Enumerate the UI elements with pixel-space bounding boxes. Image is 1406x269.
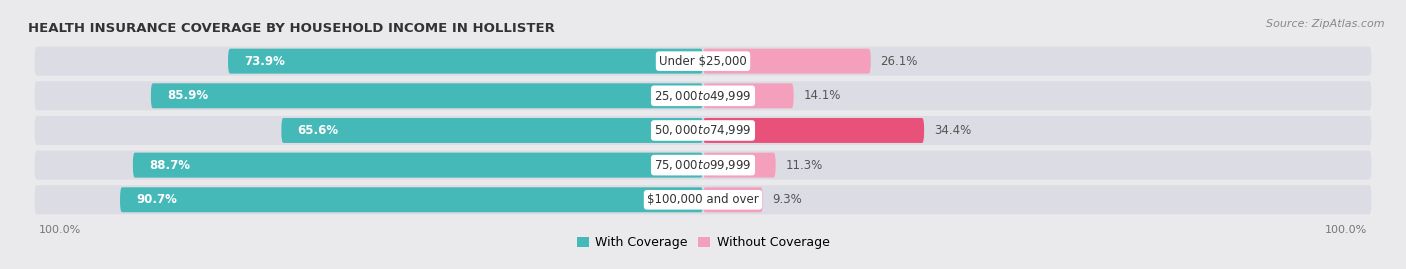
FancyBboxPatch shape [35, 151, 1371, 180]
Text: 90.7%: 90.7% [136, 193, 177, 206]
FancyBboxPatch shape [281, 118, 703, 143]
FancyBboxPatch shape [703, 153, 776, 178]
FancyBboxPatch shape [120, 187, 703, 212]
Text: 26.1%: 26.1% [880, 55, 918, 68]
Text: HEALTH INSURANCE COVERAGE BY HOUSEHOLD INCOME IN HOLLISTER: HEALTH INSURANCE COVERAGE BY HOUSEHOLD I… [28, 22, 555, 35]
FancyBboxPatch shape [134, 153, 703, 178]
Text: 14.1%: 14.1% [803, 89, 841, 102]
FancyBboxPatch shape [703, 187, 763, 212]
Text: 9.3%: 9.3% [772, 193, 803, 206]
FancyBboxPatch shape [150, 83, 703, 108]
FancyBboxPatch shape [35, 47, 1371, 76]
Text: 88.7%: 88.7% [149, 159, 190, 172]
Text: 73.9%: 73.9% [245, 55, 285, 68]
Text: 65.6%: 65.6% [298, 124, 339, 137]
Text: $50,000 to $74,999: $50,000 to $74,999 [654, 123, 752, 137]
Text: Source: ZipAtlas.com: Source: ZipAtlas.com [1267, 19, 1385, 29]
Text: $100,000 and over: $100,000 and over [647, 193, 759, 206]
FancyBboxPatch shape [228, 49, 703, 74]
FancyBboxPatch shape [35, 81, 1371, 110]
Text: 85.9%: 85.9% [167, 89, 208, 102]
FancyBboxPatch shape [703, 49, 870, 74]
Legend: With Coverage, Without Coverage: With Coverage, Without Coverage [572, 231, 834, 254]
Text: 34.4%: 34.4% [934, 124, 972, 137]
Text: 11.3%: 11.3% [786, 159, 823, 172]
Text: Under $25,000: Under $25,000 [659, 55, 747, 68]
FancyBboxPatch shape [35, 185, 1371, 214]
FancyBboxPatch shape [703, 118, 924, 143]
Text: $75,000 to $99,999: $75,000 to $99,999 [654, 158, 752, 172]
Text: $25,000 to $49,999: $25,000 to $49,999 [654, 89, 752, 103]
FancyBboxPatch shape [703, 83, 793, 108]
FancyBboxPatch shape [35, 116, 1371, 145]
